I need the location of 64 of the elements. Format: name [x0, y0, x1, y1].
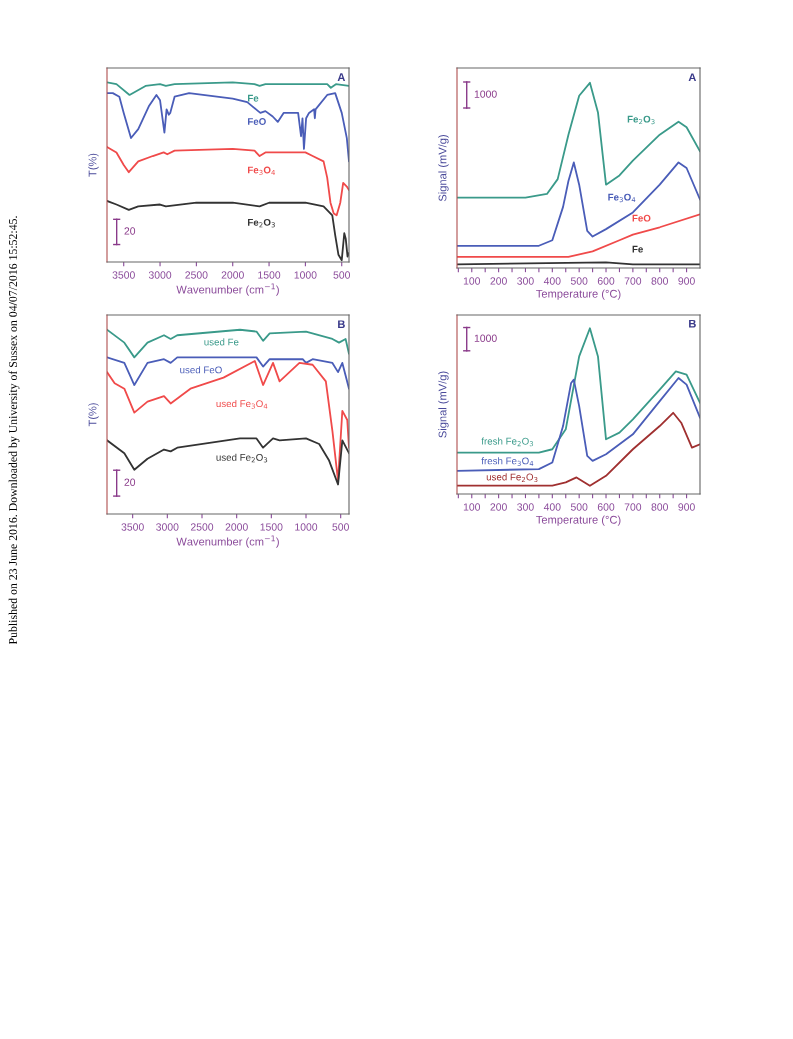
series-label: Fe	[632, 245, 643, 253]
annotation: 20	[124, 227, 136, 235]
y-axis-title: Signal (mV/g)	[438, 135, 449, 202]
x-tick-label: 900	[678, 503, 695, 511]
series-label: Fe$_{2}$O$_{3}$	[627, 115, 655, 125]
x-tick-label: 2500	[190, 523, 214, 531]
x-axis-title: Temperature (°C)	[536, 289, 621, 300]
x-tick-label: 900	[678, 277, 695, 285]
x-tick-label: 500	[333, 271, 351, 279]
y-axis-title: Signal (mV/g)	[438, 371, 449, 438]
x-tick-label: 200	[490, 503, 507, 511]
x-tick-label: 100	[463, 277, 481, 285]
series-label: Fe$_{3}$O$_{4}$	[608, 193, 636, 203]
x-tick-label: 800	[651, 277, 669, 285]
x-tick-label: 600	[597, 503, 615, 511]
text: B	[689, 319, 696, 328]
x-tick-label: 2500	[185, 271, 208, 279]
x-axis-title: Temperature (°C)	[536, 515, 621, 526]
x-tick-label: 3000	[156, 523, 179, 531]
series-label: used Fe$_{3}$O$_{4}$	[216, 399, 268, 409]
x-tick-label: 2000	[221, 271, 244, 279]
text: Published on 23 June 2016. Downloaded by University of Sussex on 04/07/2016 15:52:45.	[8, 216, 20, 645]
series-label: FeO	[632, 214, 651, 222]
series-label: fresh Fe$_{2}$O$_{3}$	[481, 437, 534, 447]
x-tick-label: 800	[651, 503, 669, 511]
annotation: 20	[124, 478, 136, 486]
x-axis-title: Wavenumber (cm$^{−1}$)	[176, 283, 279, 296]
x-tick-label: 300	[517, 503, 534, 511]
series-label: used Fe$_{2}$O$_{3}$	[486, 473, 538, 483]
x-tick-label: 300	[517, 277, 534, 285]
text: B	[338, 320, 345, 329]
annotation: 1000	[474, 90, 497, 98]
x-tick-label: 400	[543, 503, 561, 511]
series-label: used FeO	[180, 366, 222, 374]
x-tick-label: 1000	[294, 271, 317, 279]
x-tick-label: 500	[570, 277, 588, 285]
series-label: FeO	[248, 118, 266, 125]
x-tick-label: 400	[543, 277, 561, 285]
text: A	[337, 73, 346, 81]
x-tick-label: 1000	[295, 523, 318, 531]
x-tick-label: 1500	[258, 271, 281, 279]
series-label: Fe$_{2}$O$_{3}$	[248, 218, 275, 228]
series-label: fresh Fe$_{3}$O$_{4}$	[481, 457, 534, 466]
x-tick-label: 3000	[148, 271, 172, 279]
x-tick-label: 3500	[112, 271, 135, 279]
x-tick-label: 1500	[260, 523, 283, 531]
y-axis-title: T(%)	[88, 153, 99, 177]
x-tick-label: 200	[490, 277, 507, 285]
x-tick-label: 500	[332, 523, 349, 531]
text: A	[688, 73, 697, 82]
series-label: used Fe$_{2}$O$_{3}$	[216, 453, 268, 463]
x-tick-label: 700	[624, 503, 642, 511]
series-label: Fe$_{3}$O$_{4}$	[248, 166, 275, 176]
series-label: Fe	[248, 94, 259, 102]
x-tick-label: 100	[463, 503, 481, 511]
x-tick-label: 500	[570, 503, 588, 511]
x-tick-label: 3500	[121, 523, 144, 531]
x-tick-label: 700	[624, 277, 642, 285]
x-tick-label: 2000	[225, 523, 248, 531]
series-label: used Fe	[204, 338, 239, 346]
annotation: 1000	[474, 334, 497, 342]
x-tick-label: 600	[597, 277, 615, 285]
y-axis-title: T(%)	[88, 403, 99, 427]
x-axis-title: Wavenumber (cm$^{−1}$)	[176, 535, 279, 548]
